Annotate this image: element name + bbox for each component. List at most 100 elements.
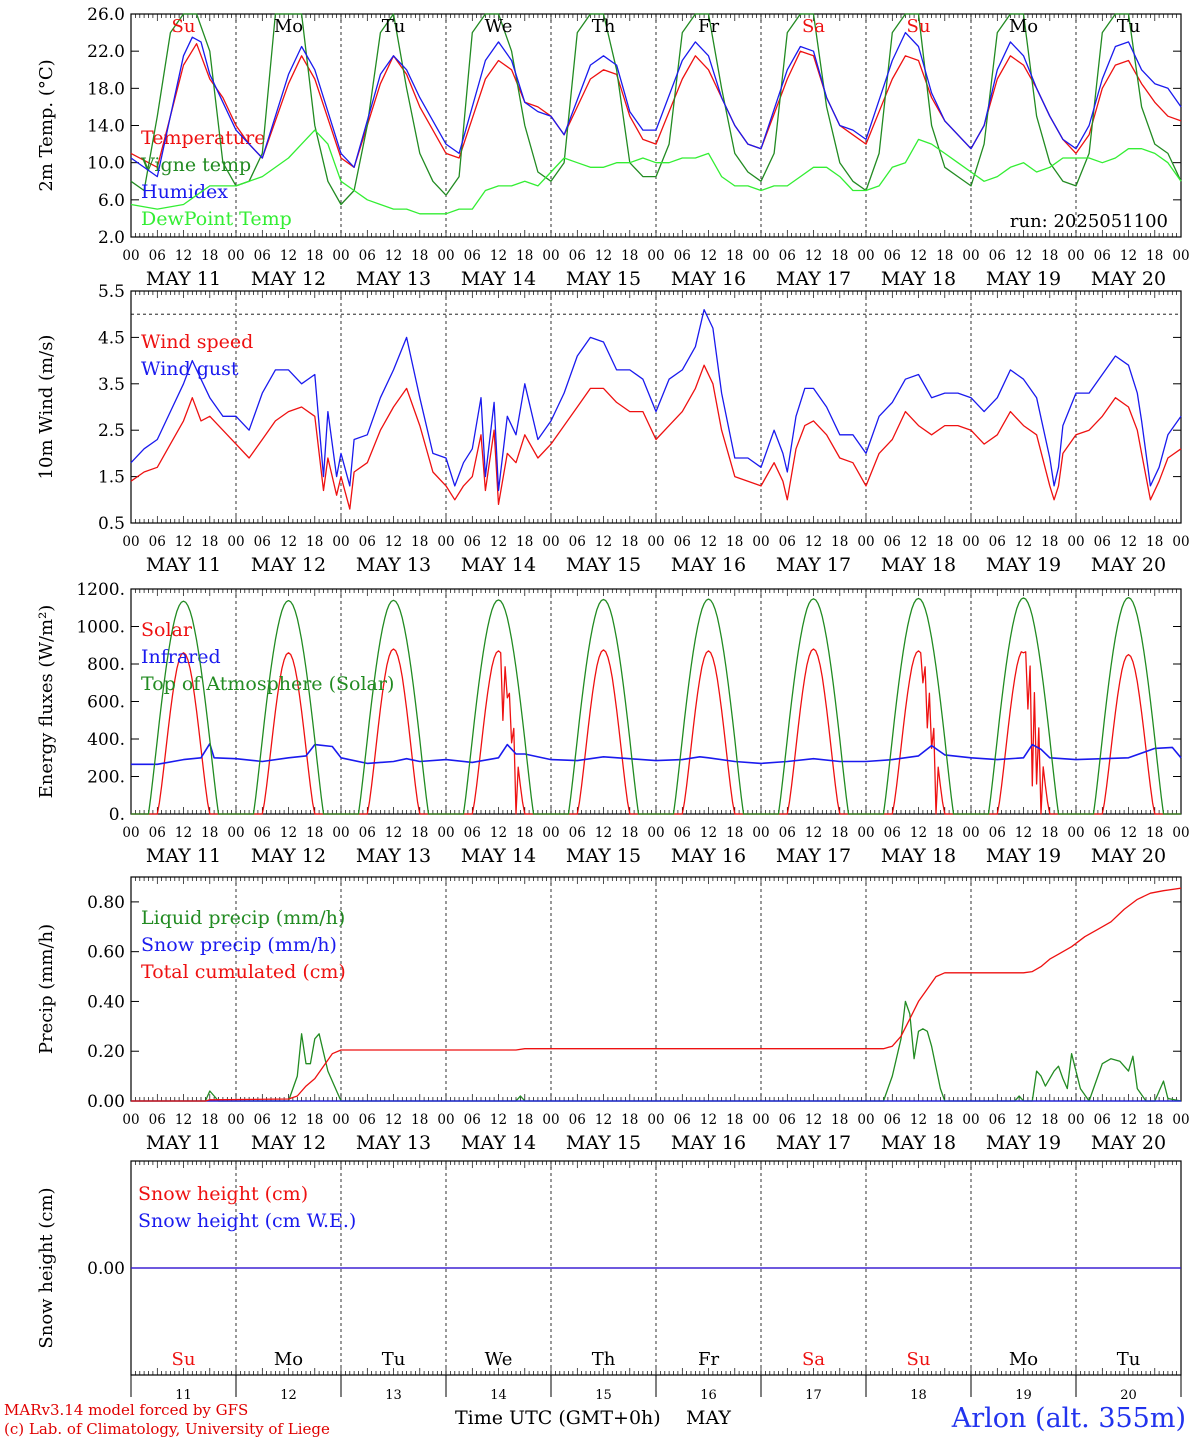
snow-day-number: 16 — [700, 1388, 717, 1403]
temperature-hour-label: 06 — [1094, 248, 1111, 264]
lab-credit: (c) Lab. of Climatology, University of L… — [4, 1420, 330, 1438]
temperature-hour-label: 18 — [306, 248, 323, 264]
wind-panel: 0.5 1.5 2.5 3.5 4.5 5.5 10m Wind (m/s) Wind spe… — [36, 282, 1190, 576]
snow-weekday-label: Mo — [274, 1349, 303, 1370]
precip-hour-label: 00 — [437, 1112, 454, 1128]
wind-date-label: MAY 11 — [146, 554, 221, 576]
snow-weekday-label: Tu — [1117, 1349, 1141, 1370]
precip-hour-label: 06 — [254, 1112, 271, 1128]
energy-hour-label: 12 — [805, 825, 822, 841]
temperature-date-label: MAY 14 — [461, 268, 536, 290]
temperature-hour-label: 18 — [516, 248, 533, 264]
snow-legend-snow-height-cm-w-e-: Snow height (cm W.E.) — [138, 1210, 356, 1232]
wind-hour-label: 12 — [805, 534, 822, 550]
wind-date-label: MAY 14 — [461, 554, 536, 576]
temperature-hour-label: 18 — [831, 248, 848, 264]
station-label: Arlon (alt. 355m) — [951, 1403, 1186, 1434]
energy-hour-label: 06 — [464, 825, 481, 841]
precip-hour-label: 18 — [1146, 1112, 1163, 1128]
temperature-hour-label: 00 — [1172, 248, 1189, 264]
precip-hour-label: 00 — [752, 1112, 769, 1128]
wind-y-tick-label: 3.5 — [98, 375, 125, 395]
temperature-weekday-label: Mo — [274, 16, 303, 37]
temperature-legend-humidex: Humidex — [141, 181, 228, 203]
precip-legend-snow-precip-mm-h-: Snow precip (mm/h) — [141, 934, 337, 956]
precip-hour-label: 18 — [936, 1112, 953, 1128]
wind-hour-label: 18 — [411, 534, 428, 550]
precip-y-tick-label: 0.80 — [87, 893, 125, 913]
energy-date-label: MAY 17 — [776, 845, 851, 867]
precip-hour-label: 18 — [1041, 1112, 1058, 1128]
wind-hour-label: 06 — [884, 534, 901, 550]
wind-date-label: MAY 20 — [1091, 554, 1166, 576]
energy-series-top-of-atmosphere-solar- — [131, 596, 1181, 815]
precip-hour-label: 06 — [149, 1112, 166, 1128]
energy-hour-label: 06 — [569, 825, 586, 841]
energy-y-tick-label: 800. — [87, 655, 125, 675]
snow-weekday-label: Mo — [1009, 1349, 1038, 1370]
energy-hour-label: 12 — [175, 825, 192, 841]
energy-date-label: MAY 12 — [251, 845, 326, 867]
wind-hour-label: 12 — [175, 534, 192, 550]
energy-hour-label: 00 — [122, 825, 139, 841]
energy-y-tick-label: 0. — [109, 805, 125, 825]
temperature-date-label: MAY 17 — [776, 268, 851, 290]
temperature-hour-label: 06 — [149, 248, 166, 264]
energy-hour-label: 18 — [936, 825, 953, 841]
energy-y-axis-label: Energy fluxes (W/m²) — [36, 605, 57, 799]
temperature-weekday-label: Sa — [802, 16, 825, 37]
precip-hour-label: 06 — [569, 1112, 586, 1128]
wind-hour-label: 00 — [857, 534, 874, 550]
temperature-hour-label: 06 — [989, 248, 1006, 264]
snow-day-number: 13 — [385, 1388, 402, 1403]
temperature-hour-label: 06 — [779, 248, 796, 264]
temperature-hour-label: 00 — [332, 248, 349, 264]
energy-hour-label: 12 — [490, 825, 507, 841]
temperature-weekday-label: Fr — [698, 16, 719, 37]
temperature-hour-label: 12 — [700, 248, 717, 264]
wind-date-label: MAY 18 — [881, 554, 956, 576]
temperature-weekday-label: Th — [592, 16, 616, 37]
wind-date-label: MAY 15 — [566, 554, 641, 576]
wind-hour-label: 06 — [464, 534, 481, 550]
wind-hour-label: 12 — [595, 534, 612, 550]
temperature-hour-label: 00 — [542, 248, 559, 264]
energy-hour-label: 18 — [726, 825, 743, 841]
wind-hour-label: 06 — [149, 534, 166, 550]
precip-hour-label: 18 — [201, 1112, 218, 1128]
temperature-weekday-label: Su — [172, 16, 196, 37]
precip-y-tick-label: 0.00 — [87, 1092, 125, 1112]
temperature-y-tick-label: 26.0 — [87, 5, 125, 25]
precip-hour-label: 00 — [647, 1112, 664, 1128]
temperature-date-label: MAY 19 — [986, 268, 1061, 290]
snow-day-number: 15 — [595, 1388, 612, 1403]
wind-hour-label: 18 — [936, 534, 953, 550]
energy-date-label: MAY 11 — [146, 845, 221, 867]
precip-y-tick-label: 0.60 — [87, 943, 125, 963]
precip-hour-label: 12 — [385, 1112, 402, 1128]
wind-hour-label: 00 — [1172, 534, 1189, 550]
temperature-weekday-label: We — [485, 16, 513, 37]
precip-hour-label: 06 — [359, 1112, 376, 1128]
temperature-hour-label: 18 — [1041, 248, 1058, 264]
temperature-weekday-label: Tu — [1117, 16, 1141, 37]
energy-hour-label: 06 — [884, 825, 901, 841]
temperature-hour-label: 12 — [385, 248, 402, 264]
precip-date-label: MAY 19 — [986, 1132, 1061, 1154]
precip-y-tick-label: 0.40 — [87, 992, 125, 1012]
precip-y-axis-label: Precip (mm/h) — [36, 924, 57, 1054]
energy-hour-label: 12 — [700, 825, 717, 841]
precip-hour-label: 06 — [464, 1112, 481, 1128]
precip-hour-label: 12 — [595, 1112, 612, 1128]
temperature-hour-label: 12 — [280, 248, 297, 264]
precip-hour-label: 18 — [831, 1112, 848, 1128]
snow-weekday-label: We — [485, 1349, 513, 1370]
wind-hour-label: 06 — [359, 534, 376, 550]
energy-y-tick-label: 400. — [87, 730, 125, 750]
temperature-date-label: MAY 13 — [356, 268, 431, 290]
energy-hour-label: 00 — [1067, 825, 1084, 841]
wind-date-label: MAY 13 — [356, 554, 431, 576]
precip-hour-label: 00 — [542, 1112, 559, 1128]
precip-y-tick-label: 0.20 — [87, 1042, 125, 1062]
energy-hour-label: 18 — [516, 825, 533, 841]
